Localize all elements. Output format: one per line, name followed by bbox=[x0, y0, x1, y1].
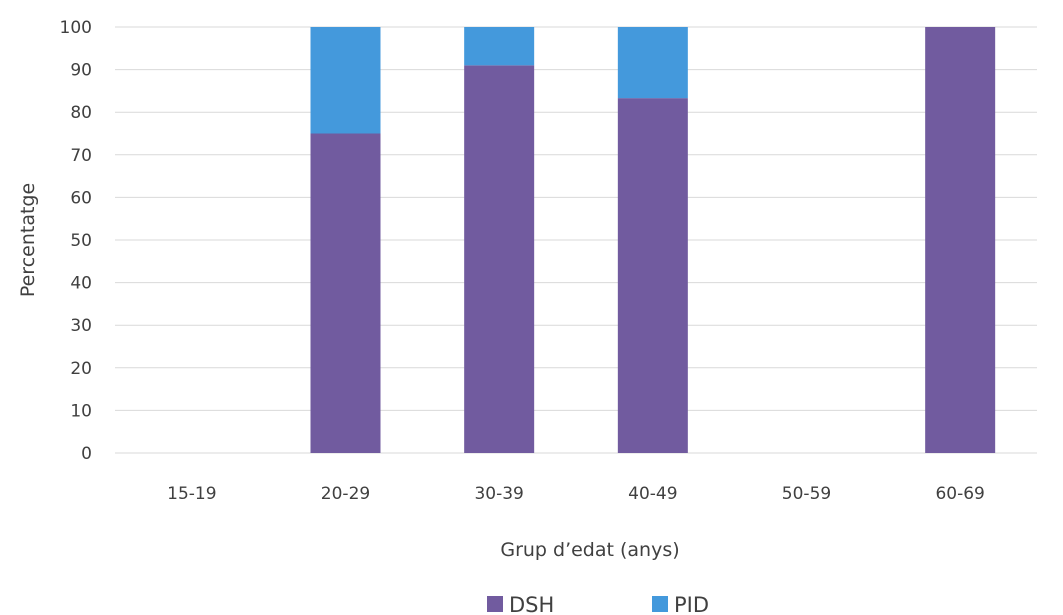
legend-swatch-pid bbox=[652, 596, 668, 612]
x-tick-label: 50-59 bbox=[782, 484, 831, 504]
x-tick-label: 15-19 bbox=[167, 484, 216, 504]
y-tick-label: 80 bbox=[70, 103, 92, 123]
y-tick-label: 0 bbox=[81, 444, 92, 464]
bar-dsh-60-69 bbox=[925, 27, 996, 453]
y-tick-label: 30 bbox=[70, 316, 92, 336]
y-tick-label: 20 bbox=[70, 359, 92, 379]
y-tick-label: 100 bbox=[60, 18, 92, 38]
x-tick-label: 20-29 bbox=[321, 484, 370, 504]
bar-pid-30-39 bbox=[464, 27, 535, 66]
legend: DSH PID bbox=[487, 593, 709, 615]
y-tick-label: 40 bbox=[70, 274, 92, 294]
gridlines bbox=[115, 26, 1037, 454]
x-axis-ticks: 15-19 20-29 30-39 40-49 50-59 60-69 bbox=[167, 484, 985, 504]
bar-dsh-30-39 bbox=[464, 65, 535, 453]
y-axis-title: Percentatge bbox=[17, 183, 39, 297]
y-tick-label: 50 bbox=[70, 231, 92, 251]
bar-dsh-40-49 bbox=[617, 98, 688, 453]
bar-pid-20-29 bbox=[310, 27, 381, 134]
legend-swatch-dsh bbox=[487, 596, 503, 612]
legend-label-dsh: DSH bbox=[509, 593, 554, 615]
x-tick-label: 40-49 bbox=[628, 484, 677, 504]
x-tick-label: 30-39 bbox=[474, 484, 523, 504]
bar-dsh-20-29 bbox=[310, 133, 381, 453]
legend-label-pid: PID bbox=[674, 593, 709, 615]
x-tick-label: 60-69 bbox=[935, 484, 984, 504]
bars bbox=[310, 27, 996, 453]
y-tick-label: 10 bbox=[70, 401, 92, 421]
y-tick-label: 70 bbox=[70, 146, 92, 166]
y-axis-ticks: 0 10 20 30 40 50 60 70 80 90 100 bbox=[60, 18, 92, 464]
bar-pid-40-49 bbox=[617, 27, 688, 99]
y-tick-label: 60 bbox=[70, 188, 92, 208]
x-axis-title: Grup d’edat (anys) bbox=[500, 539, 679, 561]
y-tick-label: 90 bbox=[70, 61, 92, 81]
